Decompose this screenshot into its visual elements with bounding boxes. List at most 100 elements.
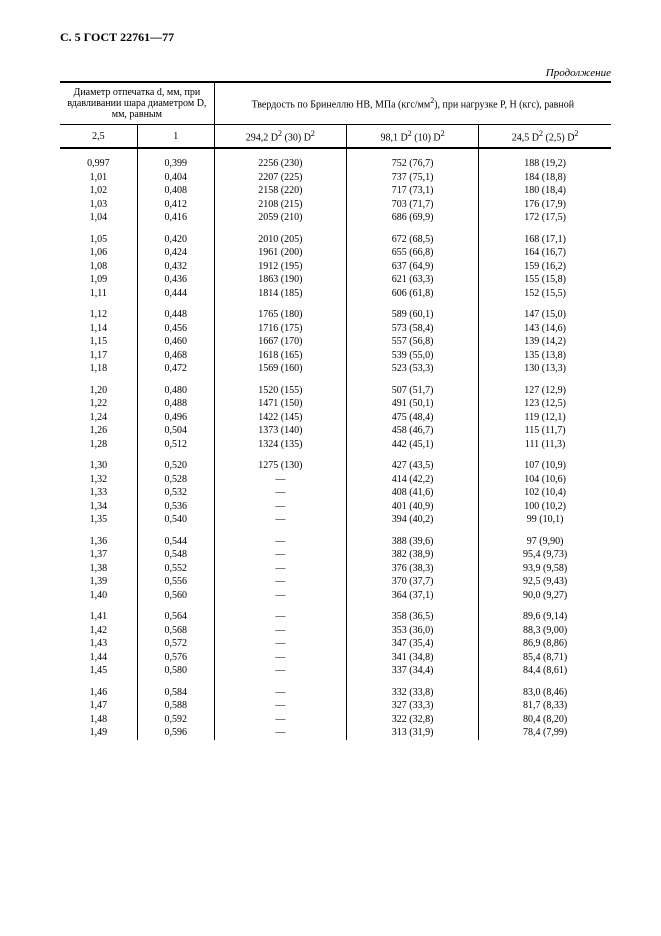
- table-cell: 427 (43,5): [346, 459, 478, 473]
- c5-pre: 24,5 D: [512, 132, 539, 143]
- table-cell: —: [214, 473, 346, 487]
- hardness-table: Диаметр отпечатка d, мм, при вдавливании…: [60, 81, 611, 740]
- table-cell: 0,544: [137, 535, 214, 549]
- table-cell: 104 (10,6): [479, 473, 611, 487]
- table-cell: 135 (13,8): [479, 349, 611, 363]
- table-cell: 1,38: [60, 562, 137, 576]
- table-cell: 491 (50,1): [346, 397, 478, 411]
- table-cell: 589 (60,1): [346, 308, 478, 322]
- col-header-3: 294,2 D2 (30) D2: [214, 125, 346, 149]
- table-cell: 1,48: [60, 713, 137, 727]
- table-cell: 139 (14,2): [479, 335, 611, 349]
- table-cell: 0,436: [137, 273, 214, 287]
- table-cell: 539 (55,0): [346, 349, 478, 363]
- table-row: 1,350,540—394 (40,2)99 (10,1): [60, 513, 611, 527]
- table-cell: 523 (53,3): [346, 362, 478, 376]
- table-cell: 0,520: [137, 459, 214, 473]
- table-row: 1,050,4202010 (205)672 (68,5)168 (17,1): [60, 233, 611, 247]
- table-row: 1,490,596—313 (31,9)78,4 (7,99): [60, 726, 611, 740]
- table-cell: 172 (17,5): [479, 211, 611, 225]
- table-cell: 0,568: [137, 624, 214, 638]
- table-row: 1,020,4082158 (220)717 (73,1)180 (18,4): [60, 184, 611, 198]
- c3-mid: (30) D: [282, 132, 311, 143]
- table-row: 1,030,4122108 (215)703 (71,7)176 (17,9): [60, 198, 611, 212]
- table-cell: 0,412: [137, 198, 214, 212]
- table-cell: 1422 (145): [214, 411, 346, 425]
- table-cell: 341 (34,8): [346, 651, 478, 665]
- table-cell: 1,11: [60, 287, 137, 301]
- table-cell: —: [214, 562, 346, 576]
- table-cell: 0,404: [137, 171, 214, 185]
- table-cell: 1,45: [60, 664, 137, 678]
- table-cell: 507 (51,7): [346, 384, 478, 398]
- table-row: 1,150,4601667 (170)557 (56,8)139 (14,2): [60, 335, 611, 349]
- table-cell: 1,34: [60, 500, 137, 514]
- table-row: 1,180,4721569 (160)523 (53,3)130 (13,3): [60, 362, 611, 376]
- table-cell: 475 (48,4): [346, 411, 478, 425]
- c3-pre: 294,2 D: [246, 132, 278, 143]
- table-cell: —: [214, 699, 346, 713]
- table-cell: 1373 (140): [214, 424, 346, 438]
- table-cell: 1863 (190): [214, 273, 346, 287]
- table-row: 1,430,572—347 (35,4)86,9 (8,86): [60, 637, 611, 651]
- table-cell: 168 (17,1): [479, 233, 611, 247]
- table-cell: 1,46: [60, 686, 137, 700]
- table-cell: 1,08: [60, 260, 137, 274]
- table-cell: —: [214, 651, 346, 665]
- table-row: 0,9970,3992256 (230)752 (76,7)188 (19,2): [60, 157, 611, 171]
- table-cell: 1,18: [60, 362, 137, 376]
- table-cell: 1,03: [60, 198, 137, 212]
- table-cell: 0,416: [137, 211, 214, 225]
- table-cell: 358 (36,5): [346, 610, 478, 624]
- table-cell: 78,4 (7,99): [479, 726, 611, 740]
- table-row: 1,330,532—408 (41,6)102 (10,4): [60, 486, 611, 500]
- table-row: 1,450,580—337 (34,4)84,4 (8,61): [60, 664, 611, 678]
- table-row: 1,460,584—332 (33,8)83,0 (8,46): [60, 686, 611, 700]
- col-header-1: 2,5: [60, 125, 137, 149]
- table-cell: 1,26: [60, 424, 137, 438]
- c4-mid: (10) D: [412, 132, 441, 143]
- table-row: 1,170,4681618 (165)539 (55,0)135 (13,8): [60, 349, 611, 363]
- table-cell: 1,20: [60, 384, 137, 398]
- table-cell: 394 (40,2): [346, 513, 478, 527]
- table-row: 1,370,548—382 (38,9)95,4 (9,73): [60, 548, 611, 562]
- table-cell: 93,9 (9,58): [479, 562, 611, 576]
- table-cell: 1814 (185): [214, 287, 346, 301]
- table-cell: 414 (42,2): [346, 473, 478, 487]
- table-cell: 1716 (175): [214, 322, 346, 336]
- table-cell: —: [214, 637, 346, 651]
- table-cell: 0,399: [137, 157, 214, 171]
- table-cell: 637 (64,9): [346, 260, 478, 274]
- col-header-2: 1: [137, 125, 214, 149]
- table-row: 1,140,4561716 (175)573 (58,4)143 (14,6): [60, 322, 611, 336]
- table-cell: 2010 (205): [214, 233, 346, 247]
- table-cell: 83,0 (8,46): [479, 686, 611, 700]
- header-hb: Твердость по Бринеллю HB, МПа (кгс/мм2),…: [214, 82, 611, 125]
- table-cell: 442 (45,1): [346, 438, 478, 452]
- continuation-label: Продолжение: [60, 67, 611, 79]
- table-cell: 0,488: [137, 397, 214, 411]
- table-row: 1,010,4042207 (225)737 (75,1)184 (18,8): [60, 171, 611, 185]
- table-cell: 332 (33,8): [346, 686, 478, 700]
- table-cell: 99 (10,1): [479, 513, 611, 527]
- table-cell: 1569 (160): [214, 362, 346, 376]
- table-cell: 107 (10,9): [479, 459, 611, 473]
- table-row: 1,240,4961422 (145)475 (48,4)119 (12,1): [60, 411, 611, 425]
- c3-sq2: 2: [311, 129, 315, 138]
- table-cell: 0,504: [137, 424, 214, 438]
- table-cell: 458 (46,7): [346, 424, 478, 438]
- table-row: 1,300,5201275 (130)427 (43,5)107 (10,9): [60, 459, 611, 473]
- table-cell: 100 (10,2): [479, 500, 611, 514]
- table-cell: 176 (17,9): [479, 198, 611, 212]
- table-cell: 322 (32,8): [346, 713, 478, 727]
- table-cell: —: [214, 513, 346, 527]
- table-cell: —: [214, 589, 346, 603]
- hb-post: ), при нагрузке P, Н (кгс), равной: [434, 100, 574, 111]
- table-row: 1,410,564—358 (36,5)89,6 (9,14): [60, 610, 611, 624]
- table-cell: 2158 (220): [214, 184, 346, 198]
- table-cell: 717 (73,1): [346, 184, 478, 198]
- table-cell: 686 (69,9): [346, 211, 478, 225]
- table-cell: 0,552: [137, 562, 214, 576]
- table-cell: 0,540: [137, 513, 214, 527]
- table-row: 1,340,536—401 (40,9)100 (10,2): [60, 500, 611, 514]
